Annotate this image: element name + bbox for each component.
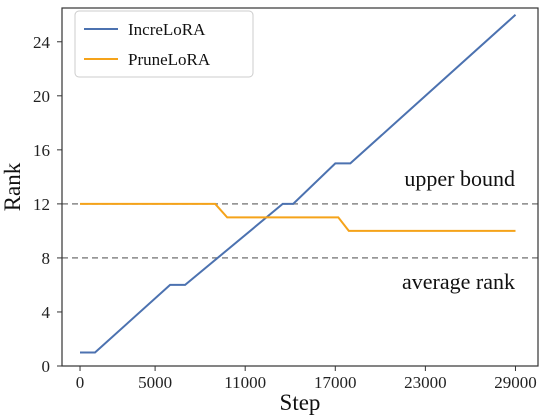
reference-label-1: upper bound — [404, 166, 515, 191]
y-axis-label: Rank — [0, 162, 25, 211]
reference-label-2: average rank — [402, 269, 515, 294]
reference-annotations: upper bound average rank — [402, 166, 515, 294]
x-axis-ticks: 0 5000 11000 17000 23000 29000 — [76, 366, 537, 392]
x-tick-label: 0 — [76, 373, 85, 392]
series-line-prunelora — [80, 202, 516, 232]
legend-label-increlora: IncreLoRA — [128, 20, 206, 39]
y-tick-label: 8 — [42, 249, 51, 268]
y-tick-label: 20 — [33, 87, 50, 106]
x-tick-label: 23000 — [404, 373, 447, 392]
y-tick-label: 24 — [33, 33, 51, 52]
x-tick-label: 17000 — [314, 373, 357, 392]
legend: IncreLoRA PruneLoRA — [74, 10, 254, 78]
y-tick-label: 4 — [42, 303, 51, 322]
series-lines — [80, 14, 517, 354]
series-line-increlora — [80, 14, 517, 354]
legend-box — [74, 10, 254, 78]
y-axis-ticks: 0 4 8 12 16 20 24 — [33, 33, 62, 376]
x-axis-label: Step — [280, 390, 321, 415]
x-tick-label: 29000 — [494, 373, 537, 392]
y-tick-label: 16 — [33, 141, 50, 160]
y-tick-label: 0 — [42, 357, 51, 376]
x-tick-label: 5000 — [138, 373, 172, 392]
plot-frame — [61, 7, 539, 367]
y-tick-label: 12 — [33, 195, 50, 214]
x-tick-label: 11000 — [224, 373, 266, 392]
legend-label-prunelora: PruneLoRA — [128, 50, 211, 69]
